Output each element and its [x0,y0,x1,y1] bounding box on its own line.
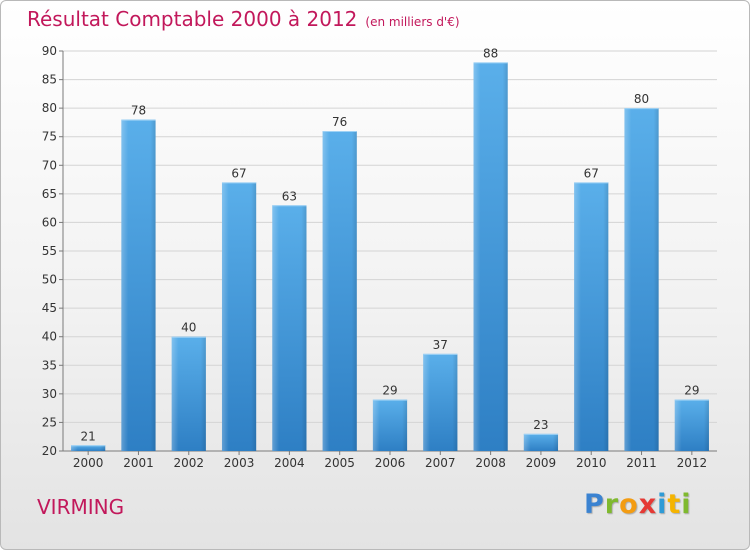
x-tick-label: 2012 [677,456,708,470]
y-tick-label: 45 [42,301,57,315]
bar-shading [423,353,458,451]
bar-shading [473,62,508,452]
logo-letter: i [681,489,692,520]
bar-shading [171,336,206,451]
bar-shading [372,399,408,451]
data-label: 21 [81,429,96,443]
x-tick-label: 2004 [274,456,305,470]
y-tick-label: 30 [42,387,57,401]
data-label: 37 [433,338,448,352]
x-tick-label: 2005 [324,456,355,470]
bar-shading [322,131,357,451]
x-tick-label: 2001 [123,456,154,470]
x-tick-label: 2000 [73,456,104,470]
x-tick-label: 2003 [224,456,255,470]
y-tick-label: 50 [42,273,57,287]
bar-shading [121,119,156,452]
logo-letter: i [657,489,668,520]
bar-chart: 20 25 30 35 40 45 50 55 60 65 70 75 80 85 90 21 2000 78 20… [42,44,717,470]
proxiti-logo: Proxiti [584,489,692,520]
commune-name: VIRMING [37,495,125,519]
logo-letter: o [619,489,639,520]
data-label: 76 [332,115,347,129]
title-text: Résultat Comptable 2000 à 2012 [27,7,358,31]
logo-letter: x [638,489,658,520]
title-unit: (en milliers d'€) [365,15,460,29]
bar-shading [574,182,609,451]
y-tick-label: 25 [42,415,57,429]
x-tick-label: 2009 [526,456,557,470]
data-label: 67 [584,166,599,180]
x-tick-label: 2006 [375,456,406,470]
labels: 20 25 30 35 40 45 50 55 60 65 70 75 80 85 90 21 2000 78 20… [42,44,707,470]
logo-letter: P [584,489,605,520]
y-tick-label: 60 [42,215,57,229]
data-label: 78 [131,104,146,118]
x-tick-label: 2007 [425,456,456,470]
data-label: 63 [282,189,297,203]
y-tick-label: 65 [42,187,57,201]
bar-shading [674,399,709,451]
data-label: 80 [634,92,649,106]
bar-shading [272,205,307,451]
logo-letter: t [667,489,682,520]
x-tick-label: 2011 [626,456,657,470]
y-tick-label: 20 [42,444,57,458]
data-label: 29 [382,384,397,398]
x-tick-label: 2008 [475,456,506,470]
chart-title: Résultat Comptable 2000 à 2012 (en millie… [27,7,460,31]
data-label: 88 [483,46,498,60]
bar-shading [221,182,257,451]
y-tick-label: 85 [42,73,57,87]
y-tick-label: 40 [42,330,57,344]
data-label: 29 [684,384,699,398]
x-tick-label: 2002 [173,456,204,470]
y-tick-label: 90 [42,44,57,58]
x-tick-label: 2010 [576,456,607,470]
data-label: 40 [181,321,196,335]
bars [71,62,709,452]
logo-letter: r [604,489,620,520]
y-tick-label: 75 [42,130,57,144]
y-tick-label: 55 [42,244,57,258]
bar-shading [71,445,106,451]
bar-shading [523,433,559,451]
bar-shading [624,108,659,452]
y-tick-label: 80 [42,101,57,115]
data-label: 23 [533,418,548,432]
y-tick-label: 35 [42,358,57,372]
y-tick-label: 70 [42,158,57,172]
data-label: 67 [231,166,246,180]
